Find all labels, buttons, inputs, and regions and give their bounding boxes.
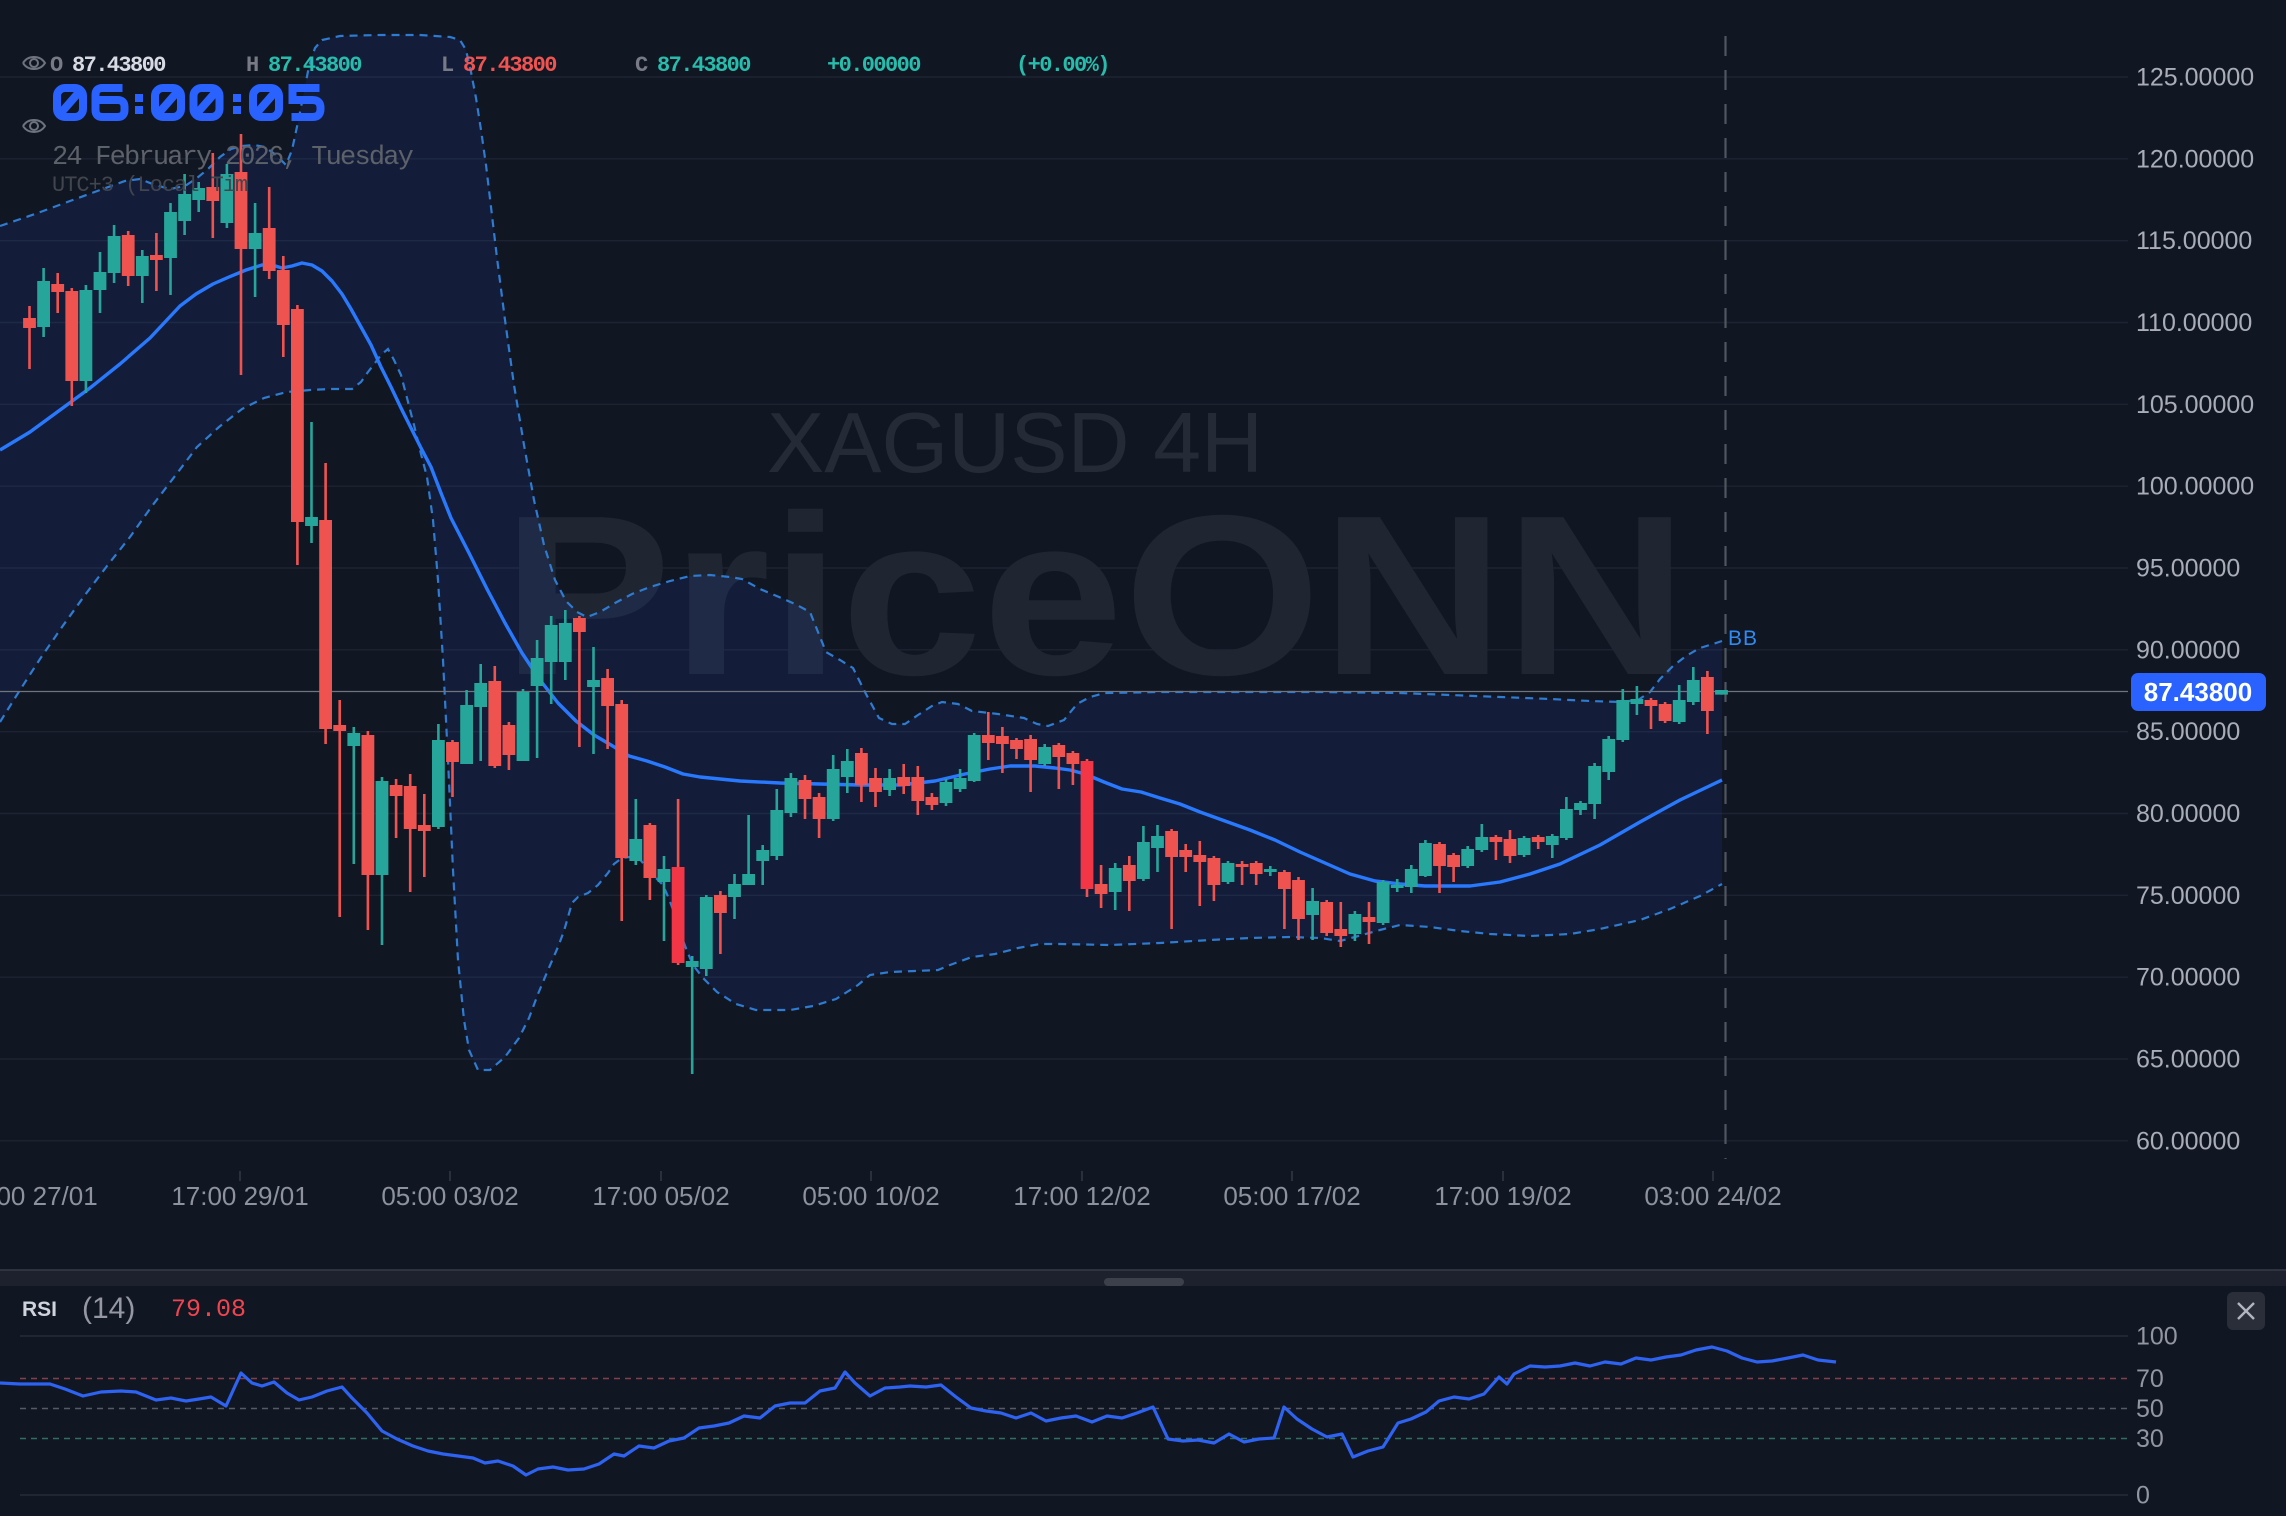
- svg-text:0: 0: [2136, 1482, 2150, 1510]
- svg-text:H: H: [246, 53, 258, 78]
- svg-text:O: O: [50, 53, 63, 78]
- svg-text:115.00000: 115.00000: [2136, 227, 2252, 255]
- svg-text:85.00000: 85.00000: [2136, 718, 2240, 746]
- svg-text:79.08: 79.08: [171, 1295, 246, 1324]
- svg-text:PriceONN: PriceONN: [502, 469, 1688, 723]
- svg-text:UTC+3 (Local Tim: UTC+3 (Local Tim: [52, 173, 248, 198]
- svg-text:L: L: [441, 53, 454, 78]
- svg-text:03:00 24/02: 03:00 24/02: [1644, 1181, 1781, 1211]
- svg-text:BB: BB: [1728, 627, 1758, 650]
- svg-text:24 February 2026, Tuesday: 24 February 2026, Tuesday: [52, 143, 414, 173]
- svg-text:17:00 12/02: 17:00 12/02: [1013, 1181, 1150, 1211]
- svg-text:50: 50: [2136, 1395, 2164, 1423]
- svg-text:05:00 03/02: 05:00 03/02: [381, 1181, 518, 1211]
- svg-text:70: 70: [2136, 1365, 2164, 1393]
- svg-text:105.00000: 105.00000: [2136, 391, 2254, 419]
- svg-text:(+0.00%): (+0.00%): [1016, 53, 1109, 78]
- svg-text:87.43800: 87.43800: [268, 53, 361, 78]
- svg-text:60.00000: 60.00000: [2136, 1127, 2240, 1155]
- svg-text:87.43800: 87.43800: [657, 53, 750, 78]
- svg-text:C: C: [635, 53, 648, 78]
- svg-text:(14): (14): [82, 1292, 135, 1325]
- svg-text:87.43800: 87.43800: [2144, 677, 2252, 707]
- svg-text:RSI: RSI: [22, 1298, 57, 1321]
- svg-text:87.43800: 87.43800: [72, 53, 165, 78]
- svg-text:87.43800: 87.43800: [463, 53, 556, 78]
- svg-text:65.00000: 65.00000: [2136, 1046, 2240, 1074]
- svg-text:30: 30: [2136, 1425, 2164, 1453]
- svg-text:05:00 17/02: 05:00 17/02: [1223, 1181, 1360, 1211]
- svg-text:17:00 29/01: 17:00 29/01: [171, 1181, 308, 1211]
- svg-text:90.00000: 90.00000: [2136, 636, 2240, 664]
- svg-text:100.00000: 100.00000: [2136, 473, 2254, 501]
- svg-text:17:00 19/02: 17:00 19/02: [1434, 1181, 1571, 1211]
- svg-text:100: 100: [2136, 1323, 2178, 1351]
- svg-text:95.00000: 95.00000: [2136, 555, 2240, 583]
- svg-text:110.00000: 110.00000: [2136, 309, 2252, 337]
- svg-text:120.00000: 120.00000: [2136, 145, 2254, 173]
- svg-text:+0.00000: +0.00000: [827, 53, 920, 78]
- svg-text:17:00 05/02: 17:00 05/02: [592, 1181, 729, 1211]
- svg-text:70.00000: 70.00000: [2136, 964, 2240, 992]
- svg-text:75.00000: 75.00000: [2136, 882, 2240, 910]
- svg-text:05:00 10/02: 05:00 10/02: [802, 1181, 939, 1211]
- svg-text:XAGUSD 4H: XAGUSD 4H: [767, 396, 1263, 491]
- svg-text:80.00000: 80.00000: [2136, 800, 2240, 828]
- svg-text:17:00 27/01: 17:00 27/01: [0, 1181, 98, 1211]
- svg-text:125.00000: 125.00000: [2136, 64, 2254, 92]
